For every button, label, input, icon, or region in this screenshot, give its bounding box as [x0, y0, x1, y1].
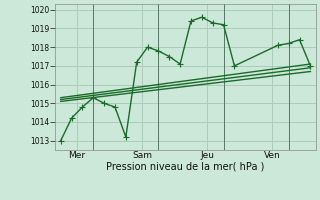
X-axis label: Pression niveau de la mer( hPa ): Pression niveau de la mer( hPa ) [106, 162, 265, 172]
